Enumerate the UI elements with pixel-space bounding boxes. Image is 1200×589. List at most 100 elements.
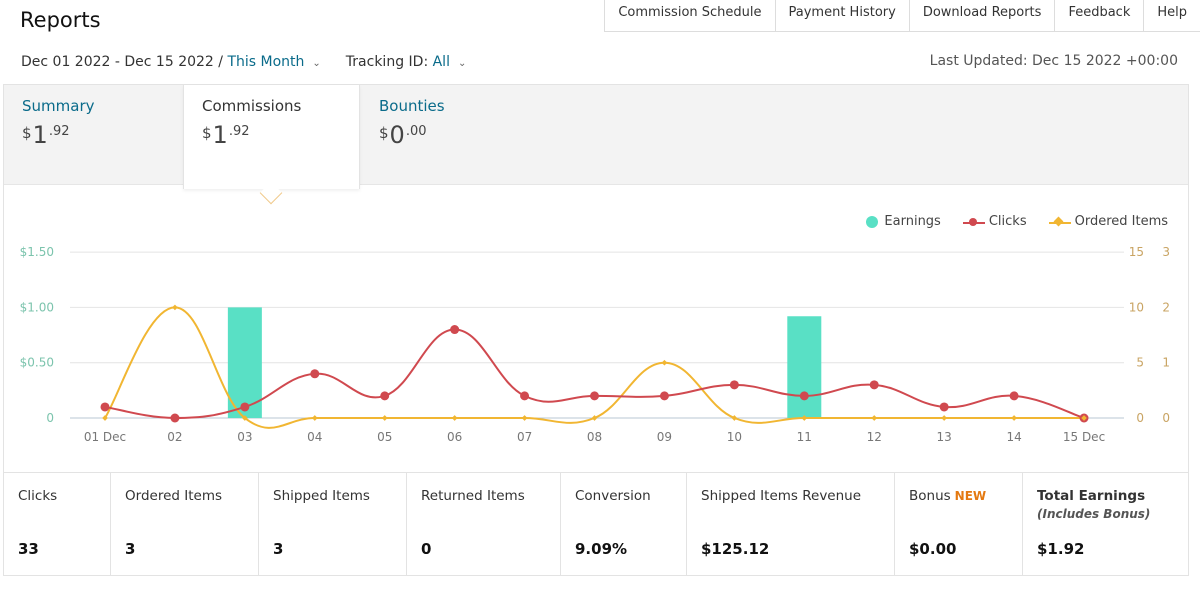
tab-summary[interactable]: Summary $ 1 .92 (4, 85, 184, 185)
tab-summary-label: Summary (22, 97, 95, 115)
tab-bounties[interactable]: Bounties $ 0 .00 (361, 85, 541, 185)
y-right-inner-tick-label: 0 (1162, 411, 1170, 425)
x-tick-label: 10 (727, 430, 742, 444)
bonus-label: Bonus (909, 488, 951, 504)
ordered-items-point (311, 415, 318, 421)
summary-amount: $ 1 .92 (22, 121, 70, 149)
clicks-point (240, 402, 250, 412)
ordered-items-point (731, 415, 738, 421)
feedback-button[interactable]: Feedback (1054, 0, 1143, 32)
tracking-id-label: Tracking ID: (345, 54, 429, 70)
legend-clicks[interactable]: Clicks (962, 214, 1027, 229)
date-range-text: Dec 01 2022 - Dec 15 2022 / (21, 54, 223, 70)
period-dropdown[interactable]: This Month (227, 54, 305, 70)
ordered-items-point (801, 415, 808, 421)
x-tick-label: 15 Dec (1063, 430, 1105, 444)
x-tick-label: 04 (307, 430, 322, 444)
earnings-chart: 0 0 0 $0.50 5 1 $1.00 10 2 $1.50 15 3 01 Dec 02 03 04 05… (20, 245, 1170, 444)
x-tick-label: 14 (1006, 430, 1021, 444)
ordered-items-point (102, 415, 108, 421)
clicks-point (310, 369, 320, 379)
payment-history-button[interactable]: Payment History (774, 0, 909, 32)
x-tick-label: 01 Dec (84, 430, 126, 444)
x-tick-label: 08 (587, 430, 602, 444)
ordered-items-point (1081, 415, 1087, 421)
ordered-items-line-icon (1048, 216, 1071, 228)
clicks-point (1009, 391, 1019, 401)
ordered-items-point (941, 415, 947, 421)
stat-shipped-items-revenue: Shipped Items Revenue $125.12 (687, 473, 895, 575)
tab-commissions-label: Commissions (202, 97, 302, 115)
stat-conversion: Conversion 9.09% (561, 473, 687, 575)
stat-returned-items: Returned Items 0 (407, 473, 561, 575)
clicks-point (659, 391, 669, 401)
report-filters: Dec 01 2022 - Dec 15 2022 / This Month ⌄… (21, 54, 466, 70)
x-tick-label: 09 (657, 430, 672, 444)
ordered-items-point (661, 359, 668, 366)
ordered-items-point (381, 415, 388, 421)
clicks-point (520, 391, 530, 401)
bounties-amount: $ 0 .00 (379, 121, 427, 149)
x-tick-label: 13 (937, 430, 952, 444)
clicks-point (869, 380, 879, 390)
y-right-outer-tick-label: 10 (1129, 300, 1144, 314)
chart-legend: Earnings Clicks Ordered Items (844, 214, 1168, 229)
chevron-down-icon[interactable]: ⌄ (457, 57, 467, 69)
ordered-items-point (451, 415, 458, 421)
earnings-bar (227, 307, 262, 418)
stats-row: Clicks 33 Ordered Items 3 Shipped Items … (4, 472, 1188, 575)
clicks-point (590, 391, 600, 401)
total-earnings-note: (Includes Bonus) (1037, 507, 1151, 521)
x-tick-label: 07 (517, 430, 532, 444)
stat-clicks: Clicks 33 (4, 473, 111, 575)
ordered-items-point (591, 415, 598, 421)
y-right-inner-tick-label: 1 (1162, 356, 1170, 370)
clicks-point (380, 391, 390, 401)
y-left-tick-label: $1.00 (20, 300, 54, 314)
ordered-items-point (521, 415, 528, 421)
page-title: Reports (20, 8, 101, 32)
ordered-items-point (172, 304, 178, 311)
stat-ordered-items: Ordered Items 3 (111, 473, 259, 575)
stat-shipped-items: Shipped Items 3 (259, 473, 407, 575)
x-tick-label: 11 (797, 430, 812, 444)
y-right-inner-tick-label: 2 (1162, 300, 1170, 314)
clicks-point (100, 402, 110, 412)
y-right-outer-tick-label: 5 (1136, 356, 1144, 370)
ordered-items-point (242, 415, 248, 421)
download-reports-button[interactable]: Download Reports (908, 0, 1055, 32)
tab-commissions[interactable]: Commissions $ 1 .92 (183, 85, 360, 189)
earnings-bar (787, 316, 822, 418)
chevron-down-icon[interactable]: ⌄ (312, 57, 321, 69)
commission-schedule-button[interactable]: Commission Schedule (604, 0, 774, 32)
earnings-dot-icon (866, 215, 879, 228)
new-badge: NEW (954, 489, 987, 503)
stat-total-earnings: Total Earnings (Includes Bonus) $1.92 (1023, 473, 1188, 575)
y-right-inner-tick-label: 3 (1162, 245, 1170, 259)
help-button[interactable]: Help (1143, 0, 1200, 32)
clicks-point (170, 413, 180, 423)
clicks-point (729, 380, 739, 390)
y-left-tick-label: 0 (46, 411, 54, 425)
top-nav: Commission Schedule Payment History Down… (604, 0, 1200, 32)
x-tick-label: 03 (237, 430, 252, 444)
clicks-line-icon (962, 216, 985, 228)
legend-earnings[interactable]: Earnings (866, 214, 941, 229)
x-tick-label: 05 (377, 430, 392, 444)
report-panel: Summary $ 1 .92 Commissions $ 1 .92 Boun… (3, 84, 1189, 576)
ordered-items-point (871, 415, 878, 421)
tab-bounties-label: Bounties (379, 97, 445, 115)
clicks-point (799, 391, 809, 401)
legend-ordered-items[interactable]: Ordered Items (1048, 214, 1168, 229)
clicks-point (450, 325, 460, 335)
ordered-items-line (104, 306, 1085, 429)
stat-bonus: Bonus NEW $0.00 (895, 473, 1023, 575)
y-left-tick-label: $0.50 (20, 356, 54, 370)
commissions-amount: $ 1 .92 (202, 121, 250, 149)
ordered-items-point (1011, 415, 1017, 421)
y-left-tick-label: $1.50 (20, 245, 54, 259)
x-tick-label: 12 (867, 430, 882, 444)
tracking-id-dropdown[interactable]: All (432, 54, 450, 70)
y-right-outer-tick-label: 15 (1129, 245, 1144, 259)
last-updated-text: Last Updated: Dec 15 2022 +00:00 (929, 53, 1178, 69)
